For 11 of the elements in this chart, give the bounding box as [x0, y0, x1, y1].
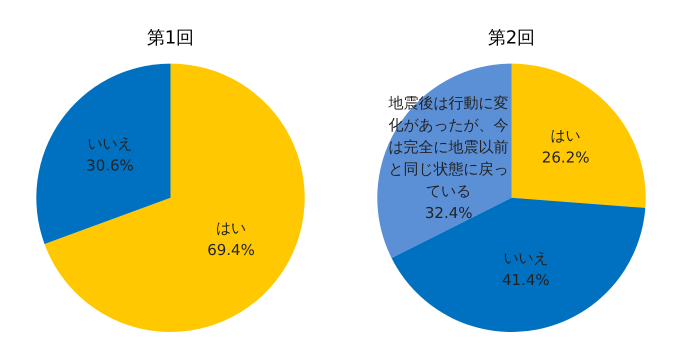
chart-title: 第2回	[488, 27, 536, 48]
chart-title: 第1回	[146, 27, 194, 48]
data-label: 69.4%	[207, 240, 255, 259]
data-label: 32.4%	[424, 204, 473, 222]
slice-label: はい	[216, 218, 246, 237]
slice-label: いいえ	[503, 249, 548, 268]
slice-label: いいえ	[87, 134, 132, 152]
data-label: 26.2%	[542, 148, 590, 167]
slice-label: はい	[550, 126, 581, 145]
data-label: 30.6%	[86, 156, 134, 174]
data-label: 41.4%	[502, 271, 550, 290]
